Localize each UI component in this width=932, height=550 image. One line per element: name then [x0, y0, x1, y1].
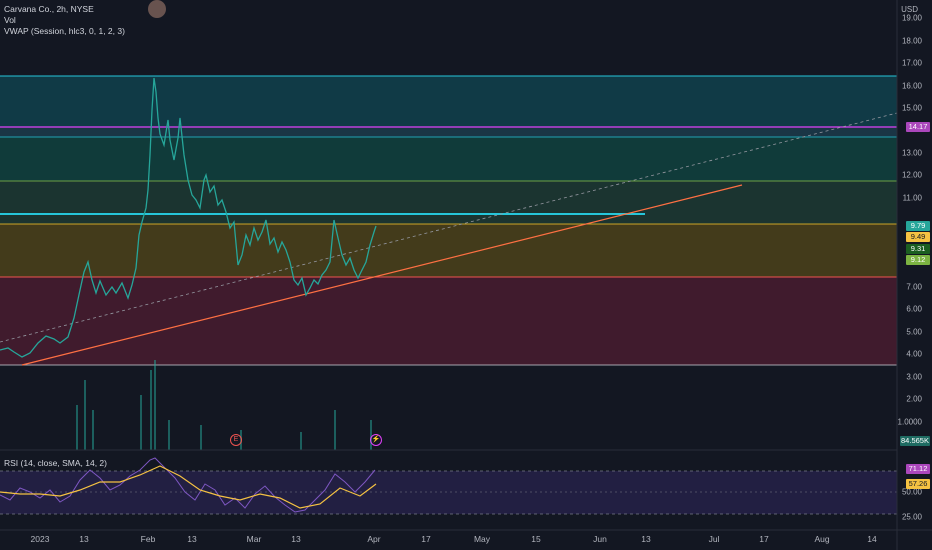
- trend-line-dashed: [0, 112, 898, 343]
- time-tick: May: [473, 534, 491, 544]
- price-tick: 15.00: [901, 103, 922, 113]
- time-tick: 17: [759, 534, 769, 544]
- price-tick: 12.00: [901, 170, 922, 180]
- time-tick: Apr: [367, 534, 381, 544]
- alert-circle-icon[interactable]: [148, 0, 166, 18]
- price-tick: 19.00: [901, 13, 922, 23]
- time-tick: 13: [79, 534, 89, 544]
- price-tick: 16.00: [901, 81, 922, 91]
- zone-green: [0, 137, 897, 181]
- price-badge: 9.31: [906, 244, 930, 254]
- zone-olive-green: [0, 181, 897, 224]
- time-tick: 17: [421, 534, 431, 544]
- price-tick: 18.00: [901, 36, 922, 46]
- price-tick: 2.00: [906, 394, 922, 404]
- price-tick: 3.00: [906, 372, 922, 382]
- price-series: [0, 77, 377, 358]
- volume-bars: [76, 360, 372, 450]
- price-badge: 9.79: [906, 221, 930, 231]
- time-tick: Mar: [246, 534, 262, 544]
- price-tick: 11.00: [902, 193, 922, 203]
- rsi-line: [0, 457, 376, 513]
- time-tick: Feb: [140, 534, 156, 544]
- time-tick: Aug: [814, 534, 830, 544]
- zone-band: [0, 127, 897, 137]
- rsi-badge: 71.12: [906, 464, 930, 474]
- chart-legend: Carvana Co., 2h, NYSE Vol VWAP (Session,…: [4, 4, 125, 37]
- time-tick: 14: [867, 534, 877, 544]
- time-tick: 2023: [30, 534, 50, 544]
- price-tick: 4.00: [906, 349, 922, 359]
- time-tick: Jun: [593, 534, 607, 544]
- legend-symbol[interactable]: Carvana Co., 2h, NYSE: [4, 4, 94, 14]
- volume-badge: 84.565K: [900, 436, 930, 446]
- legend-vol[interactable]: Vol: [4, 15, 16, 25]
- lightning-icon[interactable]: ⚡: [370, 434, 382, 446]
- rsi-legend[interactable]: RSI (14, close, SMA, 14, 2): [4, 458, 107, 468]
- price-badge: 14.17: [906, 122, 930, 132]
- rsi-tick: 50.00: [901, 487, 922, 497]
- rsi-ma-line: [0, 465, 377, 509]
- time-tick: 13: [291, 534, 301, 544]
- price-tick: 13.00: [901, 148, 922, 158]
- price-badge: 9.12: [906, 255, 930, 265]
- price-badge: 9.49: [906, 232, 930, 242]
- price-tick: 7.00: [906, 282, 922, 292]
- trend-line-orange: [21, 184, 743, 366]
- rsi-tick: 25.00: [901, 512, 922, 522]
- time-tick: 13: [641, 534, 651, 544]
- price-tick: 1.0000: [897, 417, 922, 427]
- time-tick: 15: [531, 534, 541, 544]
- rsi-band: [0, 471, 897, 514]
- time-tick: Jul: [708, 534, 720, 544]
- earnings-e-icon[interactable]: E: [230, 434, 242, 446]
- zone-teal-top: [0, 76, 897, 127]
- rsi-ma-badge: 57.26: [906, 479, 930, 489]
- legend-vwap[interactable]: VWAP (Session, hlc3, 0, 1, 2, 3): [4, 26, 125, 36]
- price-tick: 17.00: [901, 58, 922, 68]
- zone-red: [0, 277, 897, 365]
- price-tick: 5.00: [906, 327, 922, 337]
- price-tick: 6.00: [906, 304, 922, 314]
- time-tick: 13: [187, 534, 197, 544]
- zone-amber: [0, 224, 897, 277]
- currency-label[interactable]: USD: [901, 5, 918, 14]
